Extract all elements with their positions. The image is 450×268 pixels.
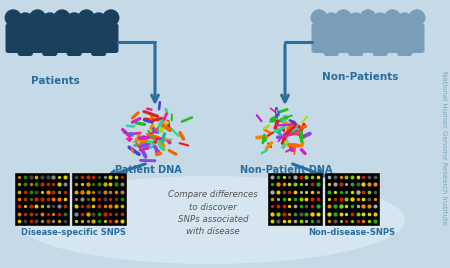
Circle shape (348, 13, 364, 29)
Circle shape (42, 13, 58, 29)
FancyBboxPatch shape (43, 27, 57, 55)
Text: Compare differences
to discover
SNPs associated
with disease: Compare differences to discover SNPs ass… (168, 190, 258, 236)
FancyBboxPatch shape (386, 24, 399, 52)
FancyBboxPatch shape (312, 24, 326, 52)
Bar (268, 173, 322, 225)
Circle shape (311, 10, 327, 26)
FancyBboxPatch shape (31, 24, 45, 52)
Circle shape (91, 13, 107, 29)
FancyBboxPatch shape (6, 24, 20, 52)
FancyBboxPatch shape (68, 27, 81, 55)
Bar (15, 173, 69, 225)
FancyBboxPatch shape (349, 27, 363, 55)
Text: Patients: Patients (31, 76, 79, 86)
Circle shape (30, 10, 45, 26)
Text: Non-Patient DNA: Non-Patient DNA (240, 165, 332, 175)
Circle shape (324, 13, 339, 29)
Circle shape (79, 10, 94, 26)
Circle shape (385, 10, 400, 26)
FancyBboxPatch shape (398, 27, 412, 55)
Text: Disease-specific SNPS: Disease-specific SNPS (21, 228, 126, 237)
FancyBboxPatch shape (410, 24, 424, 52)
Circle shape (397, 13, 413, 29)
Bar (72, 173, 126, 225)
FancyBboxPatch shape (324, 27, 338, 55)
Text: Patient DNA: Patient DNA (115, 165, 181, 175)
Circle shape (5, 10, 21, 26)
Circle shape (54, 10, 70, 26)
FancyBboxPatch shape (104, 24, 118, 52)
Text: Non-disease-SNPS: Non-disease-SNPS (309, 228, 396, 237)
Bar (325, 173, 379, 225)
Circle shape (360, 10, 376, 26)
Text: National Human Genome Research Institute: National Human Genome Research Institute (441, 71, 447, 225)
FancyBboxPatch shape (361, 24, 375, 52)
Text: Non-Patients: Non-Patients (322, 72, 398, 82)
Circle shape (409, 10, 425, 26)
Circle shape (67, 13, 82, 29)
FancyBboxPatch shape (92, 27, 106, 55)
Circle shape (373, 13, 388, 29)
Circle shape (336, 10, 351, 26)
FancyBboxPatch shape (374, 27, 387, 55)
FancyBboxPatch shape (55, 24, 69, 52)
Circle shape (18, 13, 33, 29)
Ellipse shape (15, 176, 405, 264)
FancyBboxPatch shape (80, 24, 93, 52)
Circle shape (103, 10, 119, 26)
FancyBboxPatch shape (18, 27, 32, 55)
FancyBboxPatch shape (337, 24, 351, 52)
